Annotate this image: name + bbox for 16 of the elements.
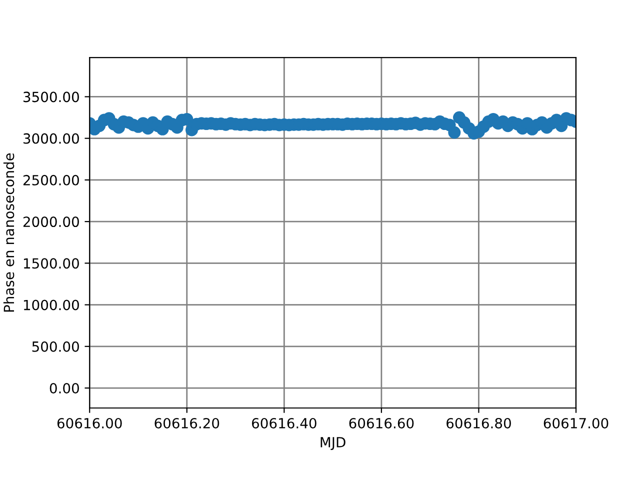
x-tick-label: 60616.80 bbox=[446, 418, 511, 428]
y-axis-title: Phase en nanoseconde bbox=[3, 153, 14, 312]
x-tick-label: 60617.00 bbox=[544, 418, 608, 428]
y-tick-label: 3500.00 bbox=[24, 92, 79, 102]
x-tick-label: 60616.40 bbox=[252, 418, 316, 428]
x-tick-label: 60616.00 bbox=[57, 418, 122, 428]
y-tick-label: 1500.00 bbox=[24, 258, 79, 269]
y-tick-label: 2000.00 bbox=[23, 216, 79, 228]
y-tick-label: 3000.00 bbox=[24, 133, 79, 144]
y-tick-label: 500.00 bbox=[32, 341, 79, 352]
x-axis-title: MJD bbox=[320, 437, 346, 450]
x-tick-label: 60616.60 bbox=[349, 418, 414, 428]
y-tick-label: 0.00 bbox=[50, 382, 79, 394]
y-tick-label: 2500.00 bbox=[23, 174, 79, 186]
x-tick-label: 60616.20 bbox=[154, 418, 220, 428]
y-tick-label: 1000.00 bbox=[24, 300, 79, 310]
